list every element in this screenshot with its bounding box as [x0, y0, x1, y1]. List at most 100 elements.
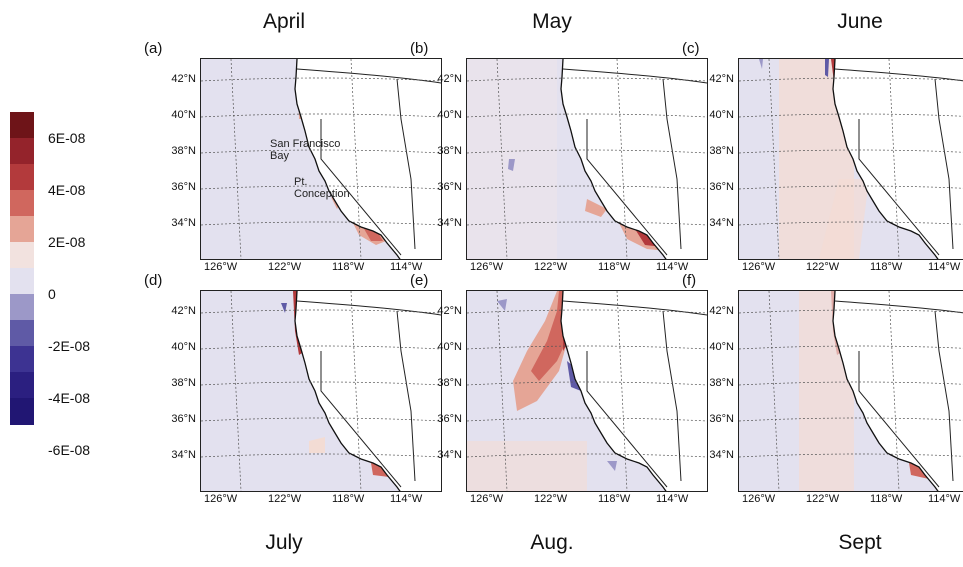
state-border [296, 300, 441, 316]
coastline [832, 59, 939, 259]
latitude-gridline [739, 113, 963, 118]
longitude-gridline [350, 291, 362, 491]
state-border [586, 351, 668, 488]
longitude-label: 114°W [390, 493, 423, 505]
latitude-gridline [467, 345, 707, 350]
latitude-label: 40°N [437, 109, 462, 121]
latitude-gridline [201, 309, 441, 314]
state-border [296, 68, 441, 84]
longitude-label: 118°W [598, 261, 631, 273]
anomaly-field [585, 199, 607, 217]
longitude-label: 118°W [332, 261, 365, 273]
colorbar-swatch [10, 138, 34, 165]
latitude-gridline [201, 221, 441, 226]
latitude-label: 42°N [709, 305, 734, 317]
latitude-gridline [739, 417, 963, 422]
anomaly-field [309, 437, 325, 453]
colorbar-tick-label: 2E-08 [48, 234, 86, 250]
latitude-gridline [739, 77, 963, 82]
map-svg [467, 59, 707, 259]
latitude-gridline [739, 221, 963, 226]
month-sept: Sept [838, 531, 882, 554]
latitude-gridline [739, 345, 963, 350]
coastline [560, 291, 667, 491]
latitude-gridline [467, 309, 707, 314]
longitude-label: 114°W [656, 261, 689, 273]
land-mass [833, 291, 963, 491]
longitude-label: 126°W [742, 261, 776, 273]
colorbar-swatch [10, 398, 34, 425]
anomaly-field [607, 461, 617, 471]
longitude-gridline [768, 291, 780, 491]
latitude-label: 38°N [171, 145, 196, 157]
colorbar-legend: 6E-08 4E-08 2E-08 0 -2E-08 -4E-08 -6E-08 [10, 112, 150, 458]
map-panel [466, 58, 708, 260]
latitude-gridline [201, 149, 441, 154]
panel-label: (f) [682, 272, 697, 289]
colorbar-tick-label: -6E-08 [48, 442, 91, 458]
longitude-label: 118°W [870, 261, 903, 273]
latitude-label: 34°N [437, 449, 462, 461]
state-border [662, 310, 682, 482]
longitude-gridline [496, 59, 508, 259]
annotation-san-francisco-bay: San Francisco Bay [270, 138, 341, 162]
latitude-gridline [739, 309, 963, 314]
latitude-gridline [201, 453, 441, 458]
land-mass [561, 59, 707, 259]
latitude-gridline [467, 221, 707, 226]
panel-label: (e) [410, 272, 429, 289]
month-june: June [837, 10, 883, 33]
latitude-gridline [467, 113, 707, 118]
land-mass [833, 59, 963, 259]
month-aug: Aug. [530, 531, 574, 554]
longitude-label: 118°W [332, 493, 365, 505]
state-border [396, 78, 416, 250]
land-mass [295, 59, 441, 259]
latitude-label: 42°N [709, 73, 734, 85]
panel-label: (c) [682, 40, 700, 57]
latitude-label: 36°N [709, 413, 734, 425]
longitude-gridline [350, 59, 362, 259]
longitude-label: 122°W [268, 261, 302, 273]
anomaly-field [497, 299, 507, 311]
state-border [858, 119, 940, 256]
latitude-label: 38°N [171, 377, 196, 389]
anomaly-field [759, 59, 763, 69]
latitude-label: 42°N [437, 305, 462, 317]
longitude-label: 122°W [534, 261, 568, 273]
anomaly-field [467, 441, 587, 491]
state-border [934, 78, 954, 250]
anomaly-field [825, 59, 829, 77]
state-border [562, 300, 707, 316]
state-border [396, 310, 416, 482]
state-border [662, 78, 682, 250]
latitude-gridline [467, 381, 707, 386]
longitude-label: 122°W [806, 493, 840, 505]
map-panel [466, 290, 708, 492]
coastline [832, 291, 939, 491]
state-border [320, 119, 402, 256]
longitude-label: 126°W [470, 261, 504, 273]
latitude-label: 34°N [709, 449, 734, 461]
anomaly-field [508, 159, 515, 171]
colorbar-tick-label: 6E-08 [48, 130, 86, 146]
map-svg [467, 291, 707, 491]
latitude-gridline [739, 185, 963, 190]
state-border [858, 351, 940, 488]
longitude-label: 114°W [928, 261, 961, 273]
colorbar-tick-label: -4E-08 [48, 390, 91, 406]
latitude-label: 38°N [437, 145, 462, 157]
latitude-gridline [739, 453, 963, 458]
panel-label: (a) [144, 40, 163, 57]
state-border [562, 68, 707, 84]
longitude-label: 126°W [742, 493, 776, 505]
colorbar-swatch [10, 346, 34, 373]
state-border [834, 300, 963, 314]
colorbar-tick-label: -2E-08 [48, 338, 91, 354]
map-svg [739, 291, 963, 491]
latitude-label: 42°N [171, 305, 196, 317]
state-border [834, 68, 963, 82]
latitude-label: 40°N [171, 109, 196, 121]
latitude-label: 38°N [437, 377, 462, 389]
panel-label: (b) [410, 40, 429, 57]
